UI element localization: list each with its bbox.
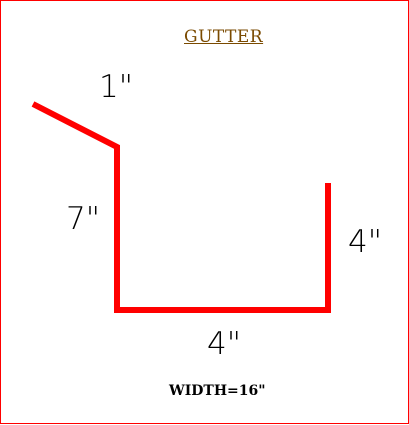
back-height-dimension: 7" bbox=[66, 201, 100, 237]
bottom-width-dimension: 4" bbox=[207, 326, 241, 362]
front-height-dimension: 4" bbox=[348, 224, 382, 260]
top-flange-dimension: 1" bbox=[99, 69, 133, 105]
total-width-label: WIDTH=16" bbox=[169, 383, 266, 399]
gutter-profile-line bbox=[31, 101, 331, 313]
diagram-title: GUTTER bbox=[184, 27, 264, 47]
